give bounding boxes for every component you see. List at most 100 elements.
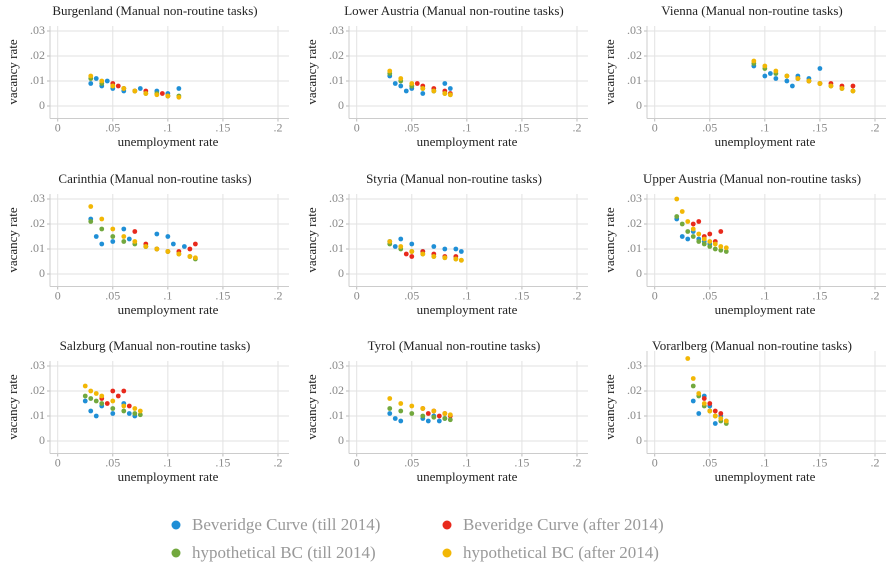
scatter-point <box>701 236 707 242</box>
scatter-point <box>88 81 94 86</box>
scatter-point <box>817 81 823 86</box>
scatter-point <box>690 398 696 404</box>
chart-title: Carinthia (Manual non-routine tasks) <box>58 171 251 186</box>
scatter-point <box>181 244 187 249</box>
scatter-point <box>398 76 404 81</box>
y-tick-label: .03 <box>627 23 642 37</box>
scatter-point <box>723 418 729 424</box>
scatter-point <box>387 411 393 416</box>
scatter-point <box>425 411 431 416</box>
scatter-point <box>403 88 409 94</box>
scatter-point <box>436 418 442 424</box>
chart-title: Styria (Manual non-routine tasks) <box>366 171 542 186</box>
scatter-point <box>718 416 724 421</box>
y-tick-label: .02 <box>627 383 642 397</box>
scatter-point <box>93 234 99 239</box>
scatter-point <box>110 388 116 394</box>
scatter-point <box>99 78 105 84</box>
scatter-point <box>436 413 442 419</box>
x-tick-label: .1 <box>163 288 172 302</box>
x-tick-label: .1 <box>462 455 471 469</box>
scatter-point <box>679 221 685 227</box>
scatter-point <box>398 83 404 89</box>
y-tick-label: .03 <box>30 191 45 205</box>
scatter-point <box>447 412 453 418</box>
x-axis-label: unemployment rate <box>715 302 816 317</box>
legend-label: hypothetical BC (till 2014) <box>192 543 376 562</box>
legend-label: Beveridge Curve (after 2014) <box>463 515 664 534</box>
x-axis-label: unemployment rate <box>417 469 518 484</box>
x-tick-label: .15 <box>215 288 230 302</box>
scatter-point <box>398 236 404 242</box>
scatter-point <box>409 403 415 409</box>
x-tick-label: 0 <box>652 455 658 469</box>
scatter-point <box>398 401 404 406</box>
x-axis-label: unemployment rate <box>118 302 219 317</box>
x-tick-label: 0 <box>55 288 61 302</box>
scatter-point <box>165 249 171 254</box>
scatter-point <box>121 403 127 409</box>
scatter-point <box>93 398 99 404</box>
x-axis-label: unemployment rate <box>715 134 816 149</box>
scatter-point <box>126 236 132 242</box>
scatter-point <box>431 88 437 94</box>
scatter-point <box>110 406 116 411</box>
y-axis-label: vacancy rate <box>304 39 319 105</box>
x-tick-label: .15 <box>215 120 230 134</box>
x-tick-label: 0 <box>354 288 360 302</box>
scatter-point <box>420 413 426 419</box>
y-axis-label: vacancy rate <box>5 374 20 440</box>
legend-label: hypothetical BC (after 2014) <box>463 543 659 562</box>
scatter-point <box>110 83 116 89</box>
x-tick-label: .05 <box>404 120 419 134</box>
y-tick-label: .02 <box>329 216 344 230</box>
scatter-point <box>88 396 94 401</box>
y-tick-label: .01 <box>627 241 642 255</box>
scatter-point <box>187 254 193 259</box>
scatter-point <box>420 86 426 91</box>
x-tick-label: 0 <box>354 455 360 469</box>
scatter-point <box>104 78 110 84</box>
y-axis-label: vacancy rate <box>5 39 20 105</box>
scatter-point <box>806 78 812 84</box>
x-tick-label: .15 <box>812 120 827 134</box>
scatter-point <box>420 91 426 96</box>
scatter-point <box>170 241 176 247</box>
scatter-point <box>784 73 790 79</box>
y-axis-label: vacancy rate <box>602 374 617 440</box>
y-tick-label: 0 <box>39 98 45 112</box>
scatter-point <box>414 81 420 86</box>
scatter-point <box>110 239 116 244</box>
scatter-point <box>712 421 718 426</box>
scatter-point <box>409 249 415 254</box>
scatter-point <box>685 236 691 242</box>
x-tick-label: .1 <box>163 455 172 469</box>
y-axis-label: vacancy rate <box>602 207 617 273</box>
scatter-point <box>674 214 680 219</box>
y-tick-label: 0 <box>39 266 45 280</box>
x-tick-label: .2 <box>273 288 282 302</box>
scatter-point <box>718 411 724 416</box>
scatter-point <box>718 244 724 249</box>
scatter-point <box>110 411 116 416</box>
chart-title: Burgenland (Manual non-routine tasks) <box>52 3 257 18</box>
y-tick-label: 0 <box>39 433 45 447</box>
scatter-point <box>685 356 691 361</box>
scatter-point <box>447 86 453 91</box>
scatter-point <box>762 73 768 79</box>
scatter-point <box>453 246 459 252</box>
x-tick-label: .05 <box>105 120 120 134</box>
scatter-point <box>850 88 856 94</box>
scatter-point <box>718 247 724 253</box>
scatter-point <box>99 393 105 399</box>
x-tick-label: .05 <box>404 455 419 469</box>
scatter-point <box>712 246 718 252</box>
x-tick-label: .1 <box>462 120 471 134</box>
x-tick-label: .05 <box>105 455 120 469</box>
scatter-point <box>679 209 685 214</box>
scatter-point <box>409 411 415 416</box>
scatter-point <box>701 401 707 406</box>
scatter-point <box>431 408 437 414</box>
x-tick-label: .15 <box>812 455 827 469</box>
x-tick-label: .1 <box>462 288 471 302</box>
